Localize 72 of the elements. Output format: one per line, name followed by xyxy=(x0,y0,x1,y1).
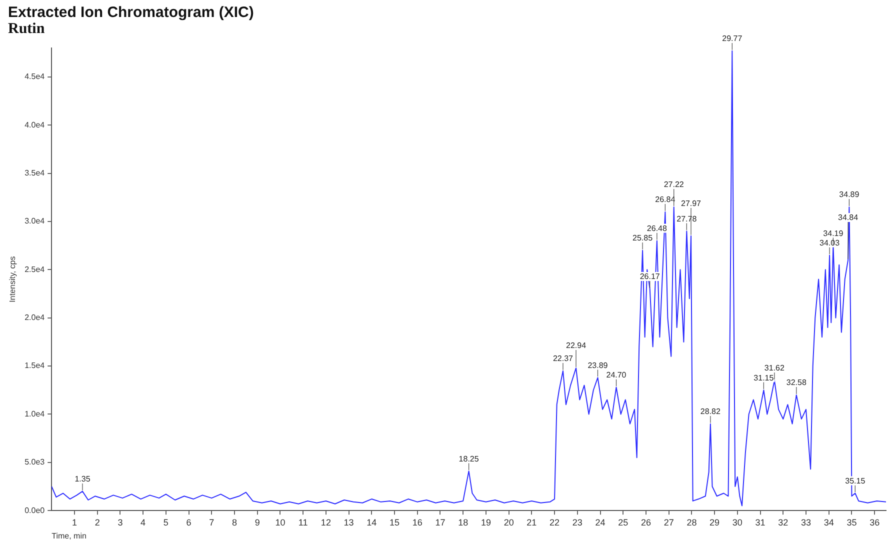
x-tick-label: 29 xyxy=(710,517,720,528)
annotation: 22.37 xyxy=(552,354,574,364)
x-tick-label: 11 xyxy=(298,517,308,528)
annotation: 26.17 xyxy=(640,272,660,282)
annotation: 31.62 xyxy=(764,364,785,373)
x-tick-label: 35 xyxy=(846,517,857,528)
annotation: 27.97 xyxy=(680,199,702,208)
x-tick-label: 8 xyxy=(232,517,238,528)
x-tick-label: 26 xyxy=(640,517,651,528)
y-tick-label: 2.5e4 xyxy=(24,264,46,274)
x-tick-label: 20 xyxy=(504,517,514,528)
y-tick-label: 5.0e3 xyxy=(24,458,46,467)
x-tick-label: 13 xyxy=(344,517,354,528)
x-tick-label: 5 xyxy=(163,517,168,528)
chart-title: Extracted Ion Chromatogram (XIC) xyxy=(8,4,254,21)
annotation: 27.22 xyxy=(664,180,684,190)
annotation: 35.15 xyxy=(845,476,866,486)
y-tick-label: 2.0e4 xyxy=(24,313,46,322)
annotation: 31.15 xyxy=(754,373,774,382)
annotation: 34.03 xyxy=(820,238,840,248)
x-axis-title: Time, min xyxy=(52,531,86,540)
x-tick-label: 34 xyxy=(824,517,834,528)
x-tick-label: 1 xyxy=(72,517,77,528)
x-tick-label: 33 xyxy=(800,517,811,528)
y-tick-label: 1.0e4 xyxy=(24,409,46,418)
y-axis-title: Intensity, cps xyxy=(8,256,18,302)
x-tick-label: 23 xyxy=(572,517,582,528)
x-tick-label: 18 xyxy=(458,517,468,528)
x-tick-label: 21 xyxy=(526,517,537,528)
x-tick-label: 3 xyxy=(118,517,123,528)
x-tick-label: 19 xyxy=(480,517,491,528)
x-tick-label: 15 xyxy=(390,517,400,528)
chart-subtitle: Rutin xyxy=(8,21,45,38)
x-tick-label: 10 xyxy=(275,517,286,528)
x-tick-label: 25 xyxy=(618,517,628,528)
x-tick-label: 28 xyxy=(686,517,697,528)
x-tick-label: 32 xyxy=(778,517,788,528)
annotation: 23.89 xyxy=(588,360,608,370)
x-tick-label: 9 xyxy=(254,517,260,528)
x-tick-label: 14 xyxy=(366,517,377,528)
y-tick-label: 3.0e4 xyxy=(24,216,46,226)
x-tick-label: 22 xyxy=(550,517,560,528)
annotation: 27.78 xyxy=(676,214,698,224)
x-tick-label: 17 xyxy=(435,517,446,528)
x-tick-label: 36 xyxy=(870,517,880,528)
y-tick-label: 0.0e0 xyxy=(24,506,46,515)
annotation: 32.58 xyxy=(786,378,807,388)
y-tick-label: 4.0e4 xyxy=(24,120,46,130)
x-tick-label: 27 xyxy=(664,517,674,528)
x-tick-label: 2 xyxy=(94,517,100,528)
annotation: 1.35 xyxy=(74,474,91,484)
annotation: 22.94 xyxy=(566,341,587,350)
annotation: 28.82 xyxy=(700,407,721,416)
annotation: 18.25 xyxy=(458,454,480,464)
annotation: 26.48 xyxy=(646,224,668,233)
y-tick-label: 1.5e4 xyxy=(24,361,46,370)
annotation: 29.77 xyxy=(722,34,743,44)
x-tick-label: 12 xyxy=(320,517,331,528)
y-tick-label: 4.5e4 xyxy=(24,72,46,82)
annotation: 34.84 xyxy=(838,213,859,222)
y-tick-label: 3.5e4 xyxy=(24,168,46,178)
x-tick-label: 24 xyxy=(595,517,606,528)
annotation: 25.85 xyxy=(632,234,654,243)
annotation: 24.70 xyxy=(606,370,627,380)
annotation: 34.89 xyxy=(839,190,860,200)
x-tick-label: 6 xyxy=(186,517,192,528)
x-tick-label: 4 xyxy=(140,517,146,528)
annotation: 34.19 xyxy=(823,228,844,238)
x-tick-label: 16 xyxy=(412,517,422,528)
x-tick-label: 30 xyxy=(732,517,742,528)
x-tick-label: 7 xyxy=(209,517,214,528)
x-tick-label: 31 xyxy=(755,517,766,528)
